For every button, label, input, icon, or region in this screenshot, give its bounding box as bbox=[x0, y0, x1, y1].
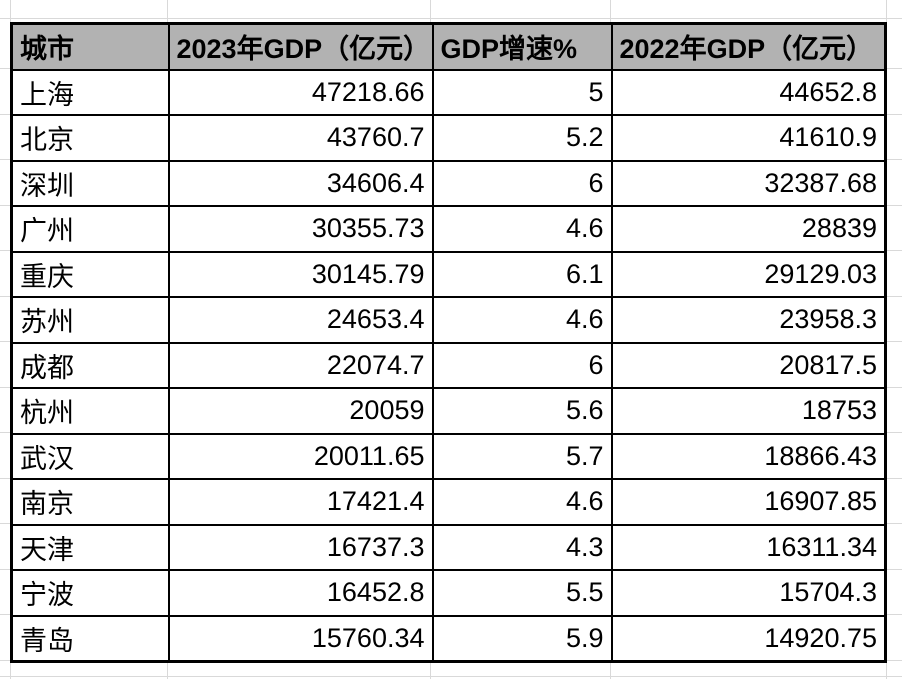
gridline-horizontal bbox=[0, 18, 902, 19]
cell-growth[interactable]: 4.6 bbox=[431, 205, 613, 253]
cell-gdp2022[interactable]: 29129.03 bbox=[610, 250, 887, 298]
table-row: 成都 22074.7 6 20817.5 bbox=[10, 341, 887, 389]
table-row: 苏州 24653.4 4.6 23958.3 bbox=[10, 296, 887, 344]
cell-gdp2023[interactable]: 22074.7 bbox=[167, 341, 434, 389]
table-row: 宁波 16452.8 5.5 15704.3 bbox=[10, 569, 887, 617]
cell-gdp2023[interactable]: 16452.8 bbox=[167, 569, 434, 617]
cell-gdp2023[interactable]: 17421.4 bbox=[167, 478, 434, 526]
cell-growth[interactable]: 4.3 bbox=[431, 523, 613, 571]
cell-growth[interactable]: 5.6 bbox=[431, 387, 613, 435]
header-cell-gdp2022[interactable]: 2022年GDP（亿元） bbox=[610, 22, 887, 71]
cell-city[interactable]: 苏州 bbox=[10, 296, 170, 344]
cell-city[interactable]: 杭州 bbox=[10, 387, 170, 435]
cell-gdp2022[interactable]: 44652.8 bbox=[610, 68, 887, 116]
cell-city[interactable]: 武汉 bbox=[10, 432, 170, 480]
cell-gdp2022[interactable]: 15704.3 bbox=[610, 569, 887, 617]
cell-city[interactable]: 宁波 bbox=[10, 569, 170, 617]
cell-gdp2023[interactable]: 20059 bbox=[167, 387, 434, 435]
cell-gdp2022[interactable]: 20817.5 bbox=[610, 341, 887, 389]
table-row: 北京 43760.7 5.2 41610.9 bbox=[10, 114, 887, 162]
table-row: 杭州 20059 5.6 18753 bbox=[10, 387, 887, 435]
cell-gdp2023[interactable]: 34606.4 bbox=[167, 159, 434, 207]
table-row: 武汉 20011.65 5.7 18866.43 bbox=[10, 432, 887, 480]
cell-gdp2022[interactable]: 16311.34 bbox=[610, 523, 887, 571]
cell-gdp2022[interactable]: 28839 bbox=[610, 205, 887, 253]
table-row: 广州 30355.73 4.6 28839 bbox=[10, 205, 887, 253]
cell-gdp2022[interactable]: 23958.3 bbox=[610, 296, 887, 344]
header-cell-city[interactable]: 城市 bbox=[10, 22, 170, 71]
cell-growth[interactable]: 5.7 bbox=[431, 432, 613, 480]
table-row: 天津 16737.3 4.3 16311.34 bbox=[10, 523, 887, 571]
header-cell-gdp2023[interactable]: 2023年GDP（亿元） bbox=[167, 22, 434, 71]
cell-gdp2023[interactable]: 15760.34 bbox=[167, 614, 434, 663]
cell-city[interactable]: 南京 bbox=[10, 478, 170, 526]
city-gdp-table: 城市 2023年GDP（亿元） GDP增速% 2022年GDP（亿元） 上海 47218… bbox=[10, 22, 887, 663]
table-body: 上海 47218.66 5 44652.8 北京 43760.7 5.2 41610.9 深圳 3… bbox=[10, 68, 887, 663]
gridline-horizontal bbox=[0, 676, 902, 677]
cell-city[interactable]: 重庆 bbox=[10, 250, 170, 298]
cell-gdp2023[interactable]: 30145.79 bbox=[167, 250, 434, 298]
cell-gdp2023[interactable]: 30355.73 bbox=[167, 205, 434, 253]
cell-growth[interactable]: 6 bbox=[431, 159, 613, 207]
cell-gdp2022[interactable]: 18753 bbox=[610, 387, 887, 435]
cell-growth[interactable]: 5.2 bbox=[431, 114, 613, 162]
cell-gdp2022[interactable]: 18866.43 bbox=[610, 432, 887, 480]
table-row: 南京 17421.4 4.6 16907.85 bbox=[10, 478, 887, 526]
cell-city[interactable]: 北京 bbox=[10, 114, 170, 162]
cell-city[interactable]: 上海 bbox=[10, 68, 170, 116]
cell-gdp2023[interactable]: 43760.7 bbox=[167, 114, 434, 162]
cell-gdp2023[interactable]: 47218.66 bbox=[167, 68, 434, 116]
cell-gdp2022[interactable]: 32387.68 bbox=[610, 159, 887, 207]
cell-city[interactable]: 广州 bbox=[10, 205, 170, 253]
header-row: 城市 2023年GDP（亿元） GDP增速% 2022年GDP（亿元） bbox=[10, 22, 887, 71]
table-row: 深圳 34606.4 6 32387.68 bbox=[10, 159, 887, 207]
cell-growth[interactable]: 6.1 bbox=[431, 250, 613, 298]
cell-city[interactable]: 天津 bbox=[10, 523, 170, 571]
table-row: 上海 47218.66 5 44652.8 bbox=[10, 68, 887, 116]
cell-growth[interactable]: 4.6 bbox=[431, 478, 613, 526]
cell-gdp2023[interactable]: 24653.4 bbox=[167, 296, 434, 344]
cell-gdp2022[interactable]: 14920.75 bbox=[610, 614, 887, 663]
cell-growth[interactable]: 5 bbox=[431, 68, 613, 116]
table-row: 青岛 15760.34 5.9 14920.75 bbox=[10, 614, 887, 663]
header-cell-growth[interactable]: GDP增速% bbox=[431, 22, 613, 71]
cell-city[interactable]: 青岛 bbox=[10, 614, 170, 663]
cell-gdp2023[interactable]: 20011.65 bbox=[167, 432, 434, 480]
cell-growth[interactable]: 5.5 bbox=[431, 569, 613, 617]
table-row: 重庆 30145.79 6.1 29129.03 bbox=[10, 250, 887, 298]
cell-city[interactable]: 成都 bbox=[10, 341, 170, 389]
cell-gdp2023[interactable]: 16737.3 bbox=[167, 523, 434, 571]
cell-city[interactable]: 深圳 bbox=[10, 159, 170, 207]
cell-growth[interactable]: 6 bbox=[431, 341, 613, 389]
cell-gdp2022[interactable]: 41610.9 bbox=[610, 114, 887, 162]
cell-growth[interactable]: 5.9 bbox=[431, 614, 613, 663]
cell-gdp2022[interactable]: 16907.85 bbox=[610, 478, 887, 526]
cell-growth[interactable]: 4.6 bbox=[431, 296, 613, 344]
